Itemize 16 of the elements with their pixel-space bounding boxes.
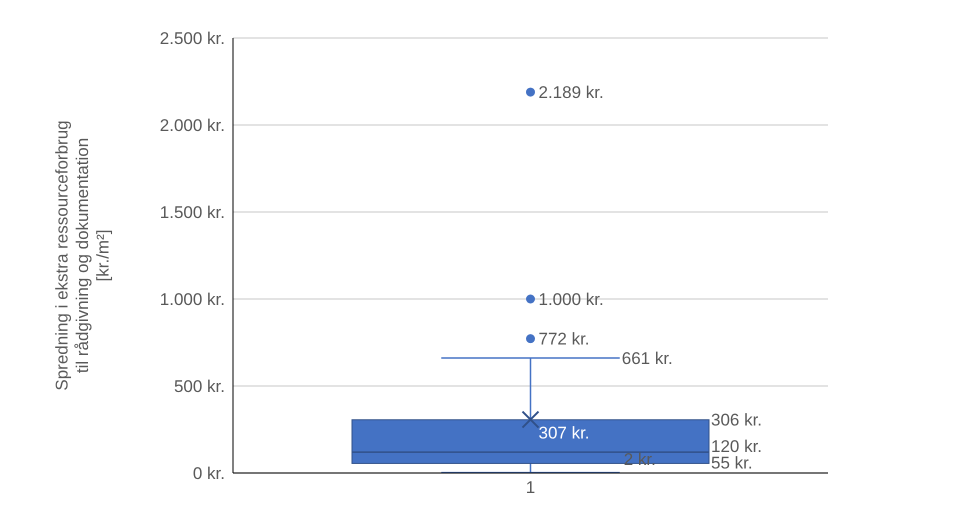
y-tick-label: 500 kr. xyxy=(174,377,225,396)
annotation: 55 kr. xyxy=(711,454,753,473)
annotation: 772 kr. xyxy=(538,330,590,349)
annotation: 2.189 kr. xyxy=(538,83,604,102)
y-tick-label: 1.500 kr. xyxy=(160,203,225,222)
annotation: 306 kr. xyxy=(711,410,762,430)
annotation: 307 kr. xyxy=(538,423,590,442)
annotation: 1.000 kr. xyxy=(538,290,604,309)
x-tick-label: 1 xyxy=(526,478,536,498)
y-axis-title: Spredning i ekstra ressourceforbrug til rådgivning og dokumentation [kr./m²] xyxy=(52,120,112,391)
y-tick-label: 2.500 kr. xyxy=(160,29,225,48)
y-tick-label: 2.000 kr. xyxy=(160,116,225,136)
annotation: 661 kr. xyxy=(622,348,673,368)
y-tick-label: 1.000 kr. xyxy=(160,290,225,310)
y-tick-label: 0 kr. xyxy=(192,464,225,484)
annotation: 120 kr. xyxy=(711,437,762,456)
